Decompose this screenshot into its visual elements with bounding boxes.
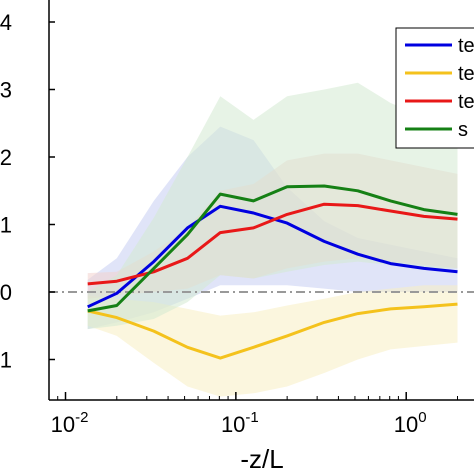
axis-ticks: 4 3 2 1 0 1 10-2 10-1 100 [0, 10, 458, 437]
line-series-0 [87, 204, 458, 309]
y-tick-label: 1 [0, 348, 12, 373]
y-tick-label: 0 [0, 280, 12, 305]
legend-label-1: te [458, 63, 474, 85]
x-tick-label: 10-1 [221, 409, 259, 437]
legend-label-0: te [458, 35, 474, 57]
x-tick-label: 10-2 [51, 409, 89, 437]
axes-frame [48, 0, 474, 401]
y-tick-label: 2 [0, 145, 12, 170]
y-tick-label: 1 [0, 213, 12, 238]
line-series-3 [87, 184, 458, 313]
y-tick-label: 4 [0, 10, 12, 35]
line-series-1 [87, 302, 458, 360]
band-series-3 [87, 82, 458, 330]
series-lines [87, 184, 458, 360]
y-tick-label: 3 [0, 78, 12, 103]
x-tick-label: 100 [394, 409, 427, 437]
x-axis-label: -z/L [240, 444, 283, 474]
legend-label-2: te [458, 91, 474, 113]
legend-label-3: s [458, 119, 468, 141]
legend: te te te s [395, 27, 474, 149]
